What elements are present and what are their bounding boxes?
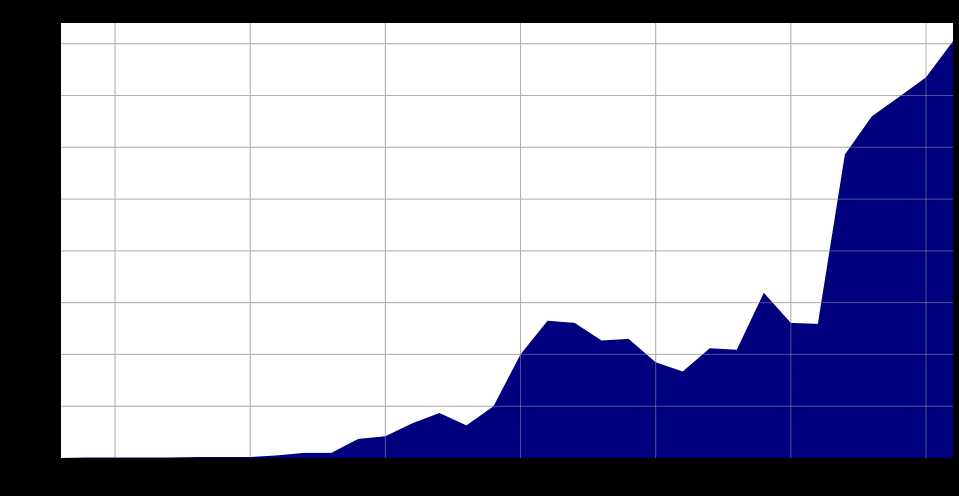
grid-layer	[61, 23, 953, 458]
series-layer	[61, 23, 953, 458]
area-series	[61, 41, 953, 458]
